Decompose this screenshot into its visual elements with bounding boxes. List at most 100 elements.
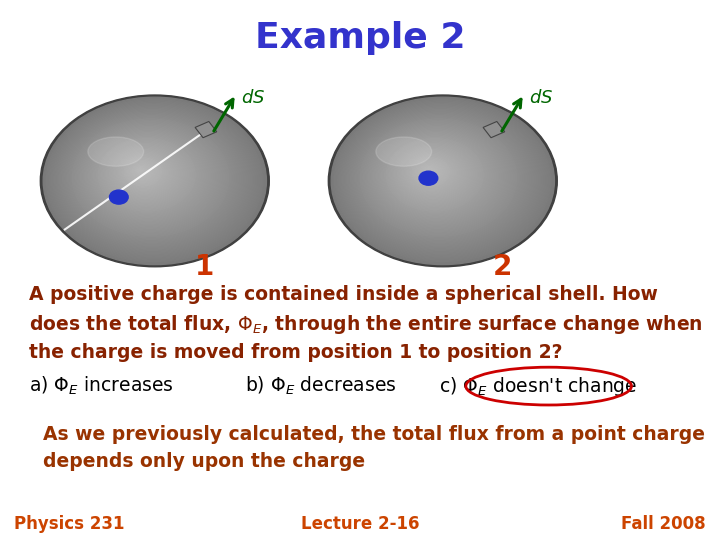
- Ellipse shape: [48, 101, 260, 260]
- Ellipse shape: [423, 166, 435, 175]
- Ellipse shape: [63, 112, 241, 246]
- Ellipse shape: [71, 118, 230, 238]
- Ellipse shape: [43, 97, 266, 265]
- Ellipse shape: [362, 120, 515, 235]
- Ellipse shape: [103, 142, 189, 206]
- Ellipse shape: [120, 154, 168, 191]
- Ellipse shape: [383, 136, 487, 214]
- Ellipse shape: [427, 169, 431, 172]
- Ellipse shape: [328, 95, 557, 267]
- Ellipse shape: [137, 167, 145, 173]
- Ellipse shape: [359, 118, 518, 238]
- Bar: [483, 122, 505, 138]
- Text: $dS$: $dS$: [241, 89, 266, 107]
- Ellipse shape: [346, 108, 536, 251]
- Text: 2: 2: [493, 253, 513, 281]
- Ellipse shape: [112, 148, 179, 198]
- Text: the charge is moved from position 1 to position 2?: the charge is moved from position 1 to p…: [29, 342, 562, 362]
- Ellipse shape: [77, 123, 222, 232]
- Ellipse shape: [382, 135, 490, 216]
- Ellipse shape: [56, 107, 250, 252]
- Ellipse shape: [94, 135, 202, 216]
- Ellipse shape: [415, 160, 445, 183]
- Ellipse shape: [95, 136, 199, 214]
- Text: b) $\Phi_E$ decreases: b) $\Phi_E$ decreases: [245, 375, 397, 397]
- Ellipse shape: [122, 157, 163, 187]
- Ellipse shape: [377, 131, 495, 220]
- Ellipse shape: [391, 142, 477, 206]
- Ellipse shape: [125, 158, 161, 186]
- Ellipse shape: [116, 152, 172, 194]
- Ellipse shape: [107, 145, 184, 203]
- Ellipse shape: [406, 153, 458, 192]
- Ellipse shape: [408, 154, 456, 191]
- Ellipse shape: [87, 130, 210, 222]
- Ellipse shape: [372, 127, 502, 225]
- Text: Lecture 2-16: Lecture 2-16: [301, 515, 419, 533]
- Ellipse shape: [76, 122, 225, 233]
- Ellipse shape: [354, 114, 525, 242]
- Text: a) $\Phi_E$ increases: a) $\Phi_E$ increases: [29, 375, 174, 397]
- Ellipse shape: [127, 160, 157, 183]
- Ellipse shape: [412, 158, 449, 186]
- Text: Physics 231: Physics 231: [14, 515, 125, 533]
- Ellipse shape: [53, 105, 254, 255]
- Ellipse shape: [401, 150, 464, 197]
- Text: c) $\Phi_E$ doesn't change: c) $\Phi_E$ doesn't change: [439, 375, 637, 397]
- Ellipse shape: [59, 109, 246, 249]
- Ellipse shape: [40, 95, 269, 267]
- Ellipse shape: [341, 105, 542, 255]
- Text: Example 2: Example 2: [255, 21, 465, 55]
- Ellipse shape: [61, 111, 243, 247]
- Ellipse shape: [420, 164, 439, 178]
- Ellipse shape: [134, 165, 149, 177]
- Ellipse shape: [361, 119, 517, 236]
- Ellipse shape: [376, 137, 431, 166]
- Ellipse shape: [58, 108, 248, 251]
- Ellipse shape: [349, 111, 531, 247]
- Ellipse shape: [375, 130, 498, 222]
- Ellipse shape: [364, 122, 513, 233]
- Ellipse shape: [365, 123, 510, 232]
- Ellipse shape: [89, 131, 207, 220]
- Ellipse shape: [118, 153, 170, 192]
- Ellipse shape: [369, 125, 506, 228]
- Ellipse shape: [399, 148, 467, 198]
- Ellipse shape: [422, 165, 437, 177]
- Ellipse shape: [334, 99, 550, 261]
- Ellipse shape: [338, 102, 546, 258]
- Ellipse shape: [113, 150, 176, 197]
- Ellipse shape: [395, 145, 472, 203]
- Text: Fall 2008: Fall 2008: [621, 515, 706, 533]
- Ellipse shape: [339, 103, 544, 256]
- Circle shape: [419, 171, 438, 185]
- Text: depends only upon the charge: depends only upon the charge: [43, 452, 365, 471]
- Ellipse shape: [336, 101, 548, 260]
- Ellipse shape: [343, 106, 540, 254]
- Ellipse shape: [386, 138, 483, 211]
- Ellipse shape: [402, 151, 462, 195]
- Ellipse shape: [384, 137, 485, 213]
- Ellipse shape: [68, 116, 235, 241]
- Ellipse shape: [81, 125, 218, 228]
- Ellipse shape: [105, 143, 186, 205]
- Ellipse shape: [348, 109, 534, 249]
- Ellipse shape: [102, 141, 191, 208]
- Ellipse shape: [109, 147, 180, 200]
- Ellipse shape: [85, 129, 212, 224]
- Ellipse shape: [74, 120, 227, 235]
- Ellipse shape: [135, 166, 147, 175]
- Ellipse shape: [397, 147, 468, 200]
- Ellipse shape: [88, 137, 144, 166]
- Ellipse shape: [380, 133, 492, 217]
- Ellipse shape: [126, 159, 159, 184]
- Ellipse shape: [100, 140, 193, 210]
- Ellipse shape: [84, 127, 214, 225]
- Ellipse shape: [414, 159, 447, 184]
- Ellipse shape: [139, 169, 143, 172]
- Ellipse shape: [392, 143, 474, 205]
- Ellipse shape: [404, 152, 460, 194]
- Text: $dS$: $dS$: [529, 89, 554, 107]
- Text: 1: 1: [194, 253, 214, 281]
- Ellipse shape: [46, 99, 262, 261]
